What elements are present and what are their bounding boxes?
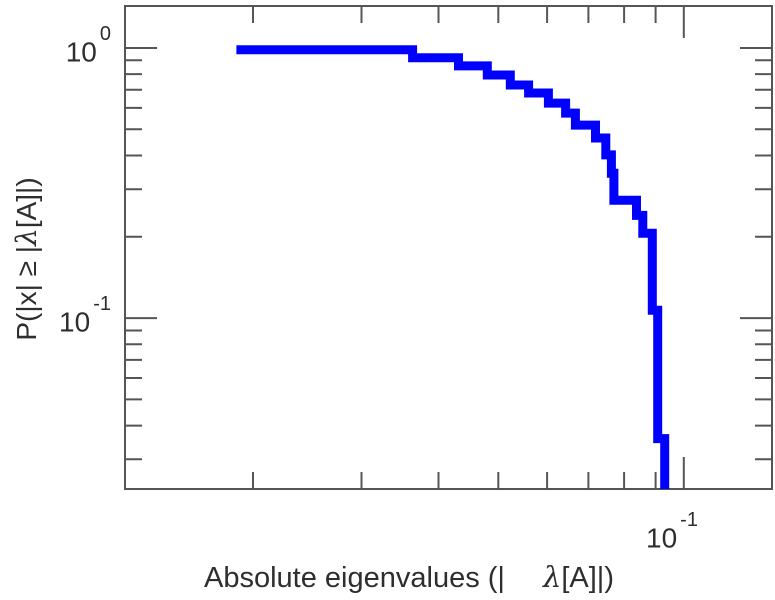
y-axis-label: P(|x| ≥ |λ[A]|) [9, 99, 45, 419]
absolute-eigenvalue-ccdf-curve [236, 45, 670, 489]
lambda-symbol: λ [542, 560, 562, 594]
x-axis-label: Absolute eigenvalues (| λ[A]|) [204, 560, 614, 596]
x-tick-exponent: -1 [680, 509, 698, 531]
x-axis-label-text: [A]|) [561, 562, 614, 594]
plot-frame [124, 5, 773, 490]
y-tick-base: 10 [59, 306, 91, 338]
lambda-symbol: λ [10, 228, 43, 246]
x-tick-label-1e-1: 10-1 [646, 509, 698, 555]
y-tick-exponent: -1 [93, 293, 111, 315]
x-axis-label-text: Absolute eigenvalues (| [204, 562, 505, 594]
y-tick-exponent: 0 [99, 23, 111, 45]
y-tick-label-1e0: 100 [28, 23, 111, 69]
y-axis-label-text: P(|x| ≥ | [11, 245, 42, 341]
y-axis-label-text: [A]|) [11, 177, 42, 229]
x-tick-base: 10 [646, 522, 678, 554]
y-tick-base: 10 [65, 36, 97, 68]
y-tick-label-1e-1: 10-1 [24, 293, 111, 339]
